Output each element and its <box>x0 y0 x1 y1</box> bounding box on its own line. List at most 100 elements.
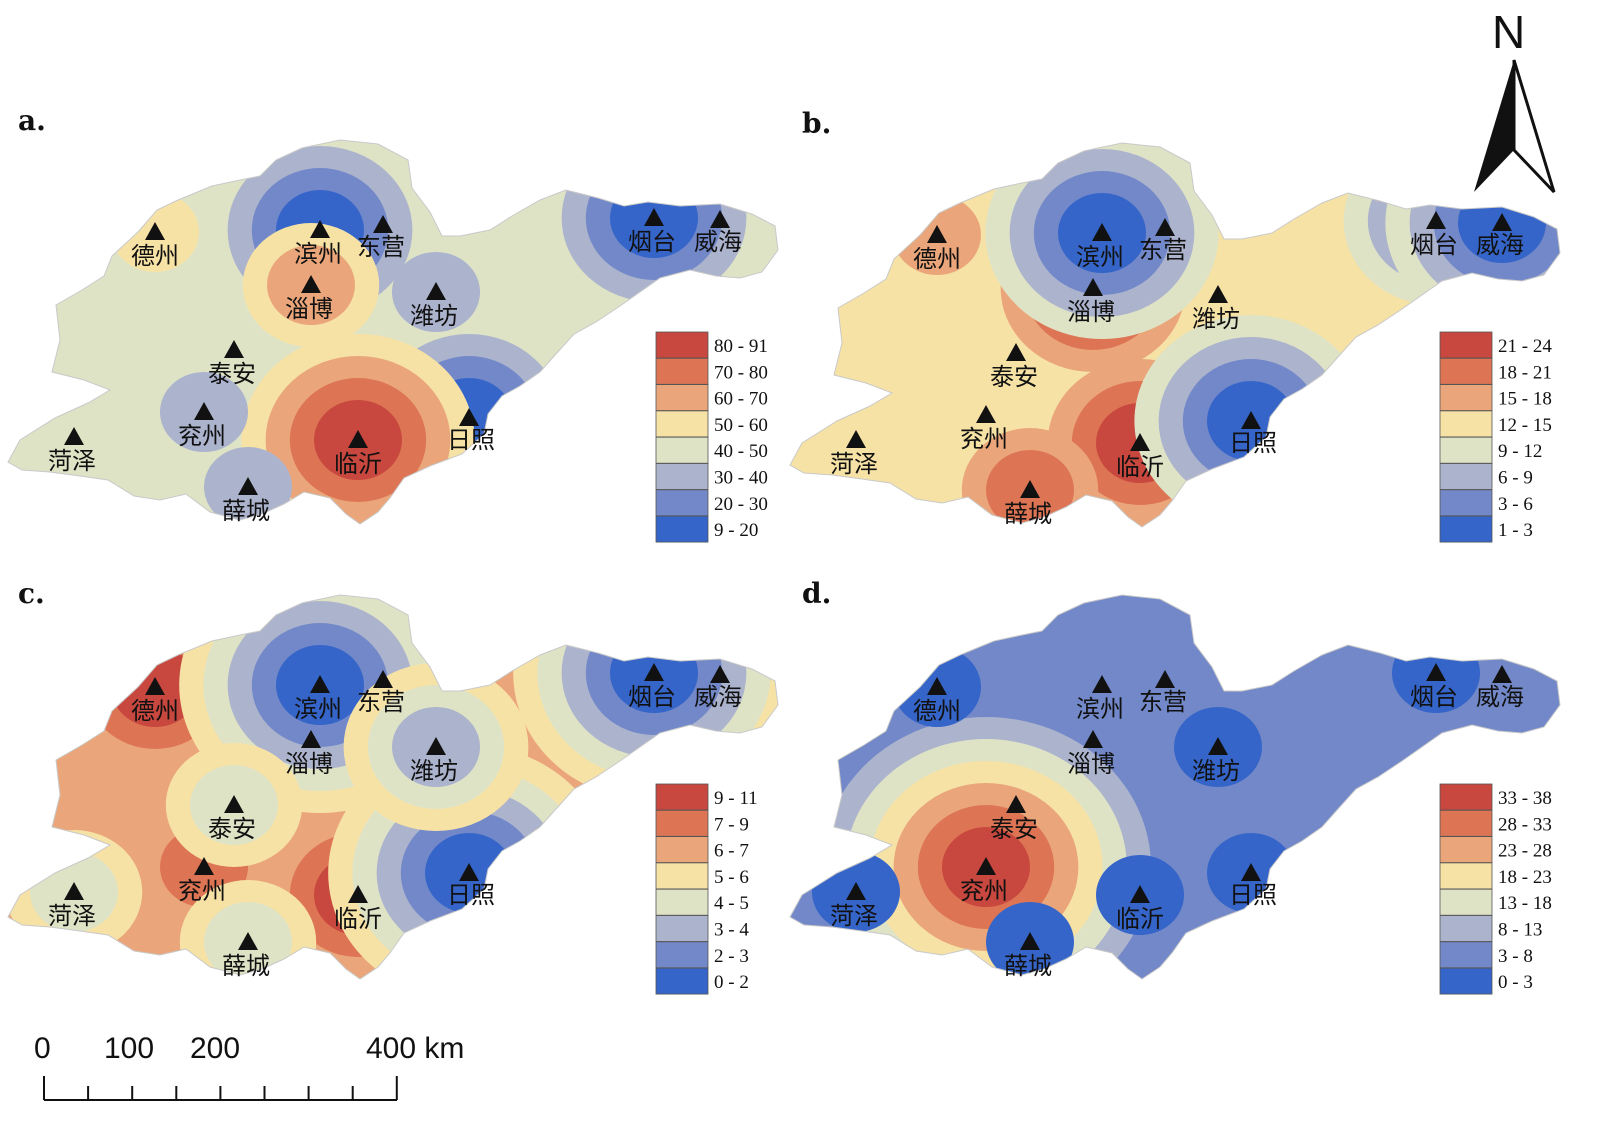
legend-swatch <box>1439 357 1493 385</box>
city-label-linyi: 临沂 <box>1116 905 1164 933</box>
legend-swatch <box>1439 515 1493 543</box>
city-label-dongying: 东营 <box>1139 236 1187 264</box>
station-triangle-icon <box>238 932 258 950</box>
north-arrow-light-half <box>1512 59 1556 194</box>
station-triangle-icon <box>976 857 996 875</box>
station-triangle-icon <box>145 222 165 240</box>
legend-swatch <box>1439 331 1493 359</box>
legend-swatch <box>655 915 709 942</box>
city-label-yantai: 烟台 <box>1410 231 1458 259</box>
station-triangle-icon <box>644 208 664 226</box>
city-label-rizhao: 日照 <box>1229 429 1277 457</box>
station-triangle-icon <box>927 225 947 243</box>
scale-tick-400: 400 km <box>366 1032 464 1065</box>
city-label-rizhao: 日照 <box>447 426 495 454</box>
legend-swatch <box>1439 809 1493 837</box>
panel-label: b. <box>802 107 831 140</box>
legend-class-label: 6 - 7 <box>714 841 749 862</box>
legend-class-label: 18 - 21 <box>1498 362 1552 383</box>
city-label-weifang: 潍坊 <box>1192 305 1240 333</box>
city-label-zibo: 淄博 <box>285 750 333 778</box>
station-triangle-icon <box>459 863 479 881</box>
city-label-dezhou: 德州 <box>131 242 179 270</box>
legend-class-label: 12 - 15 <box>1498 415 1552 436</box>
legend-class-label: 3 - 4 <box>714 920 749 941</box>
city-label-heze: 菏泽 <box>830 902 878 930</box>
legend-class-label: 80 - 91 <box>714 336 768 357</box>
legend-swatch <box>1439 888 1493 916</box>
city-label-xuecheng: 薛城 <box>1004 500 1052 528</box>
legend-swatch <box>1439 967 1493 995</box>
city-label-yanzhou: 兖州 <box>178 422 226 450</box>
station-triangle-icon <box>1208 285 1228 303</box>
legend-swatch <box>1439 410 1493 438</box>
city-label-weihai: 威海 <box>1476 683 1524 711</box>
station-triangle-icon <box>644 663 664 681</box>
city-label-binzhou: 滨州 <box>294 240 342 268</box>
scale-bar: 0 100 200 400 km <box>34 1032 464 1101</box>
legend-class-label: 60 - 70 <box>714 389 768 410</box>
city-label-dongying: 东营 <box>1139 688 1187 716</box>
city-label-zibo: 淄博 <box>1067 298 1115 326</box>
north-arrow-dark-half <box>1474 60 1514 192</box>
scale-bar-lines <box>43 1076 398 1101</box>
station-triangle-icon <box>426 282 446 300</box>
city-label-yanzhou: 兖州 <box>960 877 1008 905</box>
legend-swatch <box>1439 783 1493 811</box>
legend-c: 9 - 11 7 - 9 6 - 7 5 - 6 4 - 5 3 - 4 2 - 3 0 - … <box>655 783 758 995</box>
station-triangle-icon <box>1006 343 1026 361</box>
legend-class-label: 13 - 18 <box>1498 893 1552 914</box>
station-triangle-icon <box>1092 223 1112 241</box>
legend-swatch <box>1439 489 1493 517</box>
legend-class-label: 33 - 38 <box>1498 788 1552 809</box>
legend-class-label: 21 - 24 <box>1498 336 1552 357</box>
legend-class-label: 23 - 28 <box>1498 841 1552 862</box>
station-triangle-icon <box>710 210 730 228</box>
station-triangle-icon <box>710 665 730 683</box>
station-triangle-icon <box>310 675 330 693</box>
panel-label: a. <box>18 104 46 137</box>
station-triangle-icon <box>1020 480 1040 498</box>
station-triangle-icon <box>1083 278 1103 296</box>
city-label-rizhao: 日照 <box>1229 881 1277 909</box>
legend-class-label: 3 - 8 <box>1498 946 1533 967</box>
city-label-zibo: 淄博 <box>285 295 333 323</box>
city-label-yantai: 烟台 <box>1410 683 1458 711</box>
city-label-xuecheng: 薛城 <box>1004 952 1052 980</box>
legend-swatch <box>1439 836 1493 863</box>
station-triangle-icon <box>1208 737 1228 755</box>
legend-class-label: 7 - 9 <box>714 814 749 835</box>
station-triangle-icon <box>64 882 84 900</box>
legend-b: 21 - 24 18 - 21 15 - 18 12 - 15 9 - 12 6 - 9 3… <box>1439 331 1552 543</box>
city-label-zibo: 淄博 <box>1067 750 1115 778</box>
legend-class-label: 0 - 2 <box>714 972 749 993</box>
legend-swatch <box>1439 436 1493 464</box>
legend-swatch <box>655 809 709 837</box>
station-triangle-icon <box>1241 411 1261 429</box>
legend-swatch <box>655 331 709 359</box>
legend-swatch <box>655 941 709 969</box>
city-label-weifang: 潍坊 <box>1192 757 1240 785</box>
city-label-taian: 泰安 <box>208 360 256 388</box>
station-triangle-icon <box>64 427 84 445</box>
station-triangle-icon <box>194 857 214 875</box>
station-triangle-icon <box>1426 663 1446 681</box>
city-label-weihai: 威海 <box>1476 231 1524 259</box>
legend-swatch <box>1439 941 1493 969</box>
legend-class-label: 3 - 6 <box>1498 494 1533 515</box>
legend-class-label: 9 - 20 <box>714 520 758 541</box>
station-triangle-icon <box>310 220 330 238</box>
legend-swatch <box>1439 862 1493 890</box>
station-triangle-icon <box>145 677 165 695</box>
city-label-taian: 泰安 <box>208 815 256 843</box>
station-triangle-icon <box>1020 932 1040 950</box>
panel-label: d. <box>802 577 831 610</box>
station-triangle-icon <box>301 730 321 748</box>
city-label-rizhao: 日照 <box>447 881 495 909</box>
city-label-yantai: 烟台 <box>628 228 676 256</box>
legend-d: 33 - 38 28 - 33 23 - 28 18 - 23 13 - 18 8 - 1… <box>1439 783 1552 995</box>
